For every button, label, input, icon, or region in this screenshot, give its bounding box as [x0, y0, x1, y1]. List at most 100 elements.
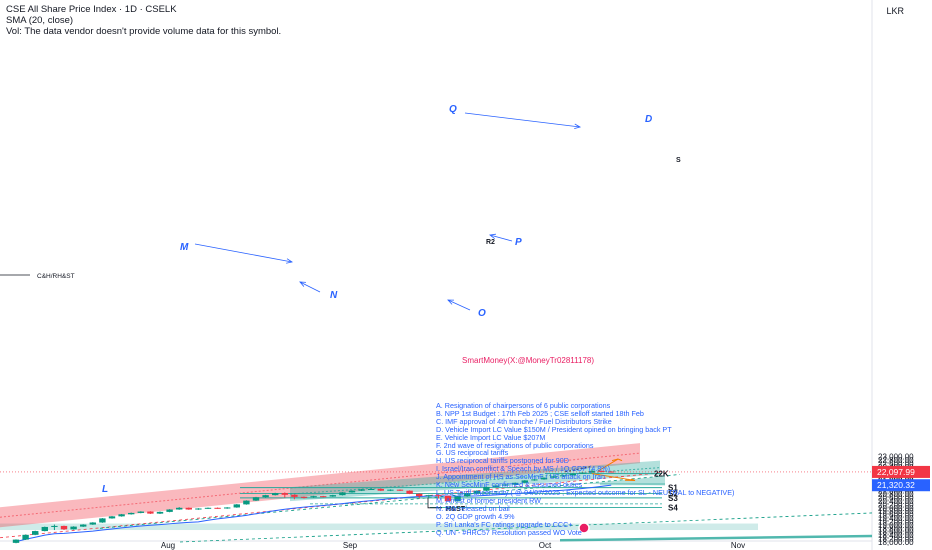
- candle-body: [473, 490, 480, 494]
- level-label-S1: S1: [668, 484, 678, 493]
- candle-body: [368, 488, 375, 490]
- currency-label[interactable]: LKR: [886, 6, 904, 16]
- smartmoney-label: SmartMoney(X:@MoneyTr02811178): [462, 356, 594, 365]
- candle-body: [60, 525, 68, 530]
- candle-body: [262, 495, 269, 498]
- arrow-q-head: [574, 123, 582, 130]
- event-marker-icon: [578, 522, 590, 534]
- candle-body: [387, 489, 394, 491]
- candle-body: [492, 485, 500, 487]
- hst-label: H&ST: [446, 506, 466, 513]
- arrow-p-head: [489, 233, 496, 240]
- arrow-o: [447, 299, 471, 311]
- event-notes: A. Resignation of chairpersons of 6 publ…: [436, 402, 734, 536]
- level-label-22K: 22K: [654, 470, 669, 479]
- candle-body: [521, 480, 528, 483]
- event-note: K. New SecMinF confirmed & assumed dutie…: [436, 480, 583, 490]
- event-note: E. Vehicle Import LC Value $207M: [436, 432, 546, 442]
- candle-body: [233, 504, 240, 508]
- event-note: A. Resignation of chairpersons of 6 publ…: [436, 401, 611, 410]
- event-note: J. Appointment of HS as SecMinF / US att…: [436, 472, 605, 482]
- candle-body: [454, 496, 461, 502]
- y-tick-label: 20,200.00: [878, 500, 914, 509]
- arrow-n-head: [299, 281, 307, 287]
- y-tick-label: 18,600.00: [878, 528, 914, 537]
- y-tick-label: 20,000.00: [878, 504, 914, 513]
- last-price-label: 22,097.99: [877, 467, 915, 477]
- event-note: G. US reciprocal tariffs: [436, 448, 509, 458]
- sma-legend[interactable]: SMA (20, close): [6, 15, 74, 26]
- y-tick-label: 18,400.00: [878, 531, 914, 540]
- target-zone: [582, 476, 665, 486]
- y-tick-label: 22,800.00: [878, 456, 914, 465]
- candle-body: [156, 511, 164, 514]
- candle-body: [51, 525, 58, 527]
- event-note: I. Israel/Iran conflict & Speach by MS /…: [436, 464, 611, 474]
- candle-body: [512, 482, 519, 485]
- trendline-lower: [179, 512, 873, 543]
- level-label-S3: S3: [668, 494, 678, 503]
- candle-body: [166, 509, 173, 512]
- arrow-q: [464, 112, 581, 128]
- candle-body: [464, 493, 471, 497]
- candle-body: [118, 514, 125, 517]
- candle-body: [310, 496, 317, 498]
- candle-body: [425, 495, 432, 497]
- x-tick-label: Aug: [161, 541, 175, 550]
- x-tick-label: Sep: [343, 541, 358, 550]
- event-note: H. US reciprocal tariffs postponed for 9…: [436, 456, 569, 466]
- candle-body: [176, 507, 183, 510]
- label-p: P: [515, 237, 522, 248]
- support-midline: [289, 467, 661, 495]
- candle-body: [416, 493, 423, 497]
- candle-body: [502, 484, 509, 486]
- hst-bracket: [427, 497, 442, 509]
- candle-body: [550, 476, 557, 478]
- y-tick-label: 20,800.00: [878, 490, 914, 499]
- chrhst-label: C&H/RH&ST: [37, 273, 75, 280]
- arrow-m-head: [286, 258, 294, 264]
- candle-body: [358, 489, 365, 491]
- arrow-o-head: [447, 299, 455, 305]
- y-tick-label: 19,800.00: [878, 507, 914, 516]
- chart-title: CSE All Share Price Index · 1D · CSELK: [6, 4, 177, 15]
- event-note: P. Sri Lanka's FC ratings upgrade to CCC…: [436, 519, 573, 529]
- candle-body: [444, 495, 452, 502]
- candle-body: [339, 492, 346, 496]
- candle-body: [608, 471, 615, 473]
- candle-body: [128, 512, 135, 515]
- candle-body: [579, 472, 586, 474]
- candle-body: [272, 493, 279, 496]
- candle-body: [483, 486, 490, 491]
- event-note: O. 2Q GDP growth 4.9%: [436, 511, 515, 521]
- breakout-ray: [564, 466, 591, 473]
- candle-body: [32, 531, 39, 535]
- candle-body: [588, 470, 596, 473]
- y-tick-label: 22,600.00: [878, 459, 914, 468]
- y-tick-label: 18,200.00: [878, 535, 914, 544]
- candle-body: [569, 473, 576, 476]
- candle-body: [281, 493, 288, 495]
- event-note: C. IMF approval of 4th tranche / Fuel Di…: [436, 416, 612, 426]
- candle-body: [80, 524, 87, 527]
- y-tick-label: 19,000.00: [878, 521, 914, 530]
- x-tick-label: Oct: [539, 541, 552, 550]
- label-r2: R2: [486, 239, 495, 246]
- projection-down: [591, 473, 636, 481]
- candle-body: [560, 475, 567, 477]
- candle-body: [320, 496, 327, 498]
- candle-body: [12, 539, 20, 543]
- candle-body: [147, 511, 154, 514]
- candle-body: [137, 511, 144, 513]
- projection-down-head: [624, 478, 636, 481]
- y-tick-label: 19,400.00: [878, 514, 914, 523]
- x-tick-label: Nov: [731, 541, 745, 550]
- candle-body: [22, 534, 29, 540]
- arrow-p: [489, 234, 513, 242]
- label-n: N: [330, 290, 338, 301]
- candle-body: [41, 526, 48, 532]
- label-d: D: [645, 114, 652, 125]
- y-tick-label: 18,000.00: [878, 538, 914, 547]
- label-s: S: [676, 157, 681, 164]
